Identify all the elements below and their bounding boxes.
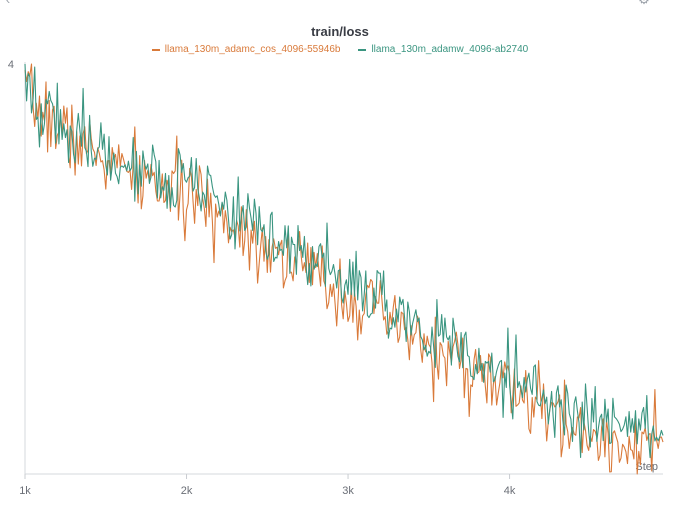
legend-item-adamc[interactable]: llama_130m_adamc_cos_4096-55946b [151,44,341,55]
series-line-adamw [24,63,664,459]
chart-legend: llama_130m_adamc_cos_4096-55946b llama_1… [0,44,680,55]
x-axis-title: Step [635,461,658,473]
chevron-left-icon[interactable]: ‹ [0,0,16,8]
settings-gear-icon[interactable]: ⚙ [636,0,652,8]
y-tick-label-4: 4 [8,59,14,71]
legend-swatch-adamc [151,48,160,51]
legend-item-adamw[interactable]: llama_130m_adamw_4096-ab2740 [358,44,528,55]
x-tick-label-2k: 2k [181,485,193,497]
series-line-adamc [24,63,664,475]
x-tick-label-4k: 4k [504,485,516,497]
legend-label-adamc: llama_130m_adamc_cos_4096-55946b [164,44,341,55]
chart-title: train/loss [311,24,369,39]
x-tick-label-1k: 1k [19,485,31,497]
x-tick-label-3k: 3k [342,485,354,497]
legend-swatch-adamw [358,48,367,51]
legend-label-adamw: llama_130m_adamw_4096-ab2740 [371,44,529,55]
